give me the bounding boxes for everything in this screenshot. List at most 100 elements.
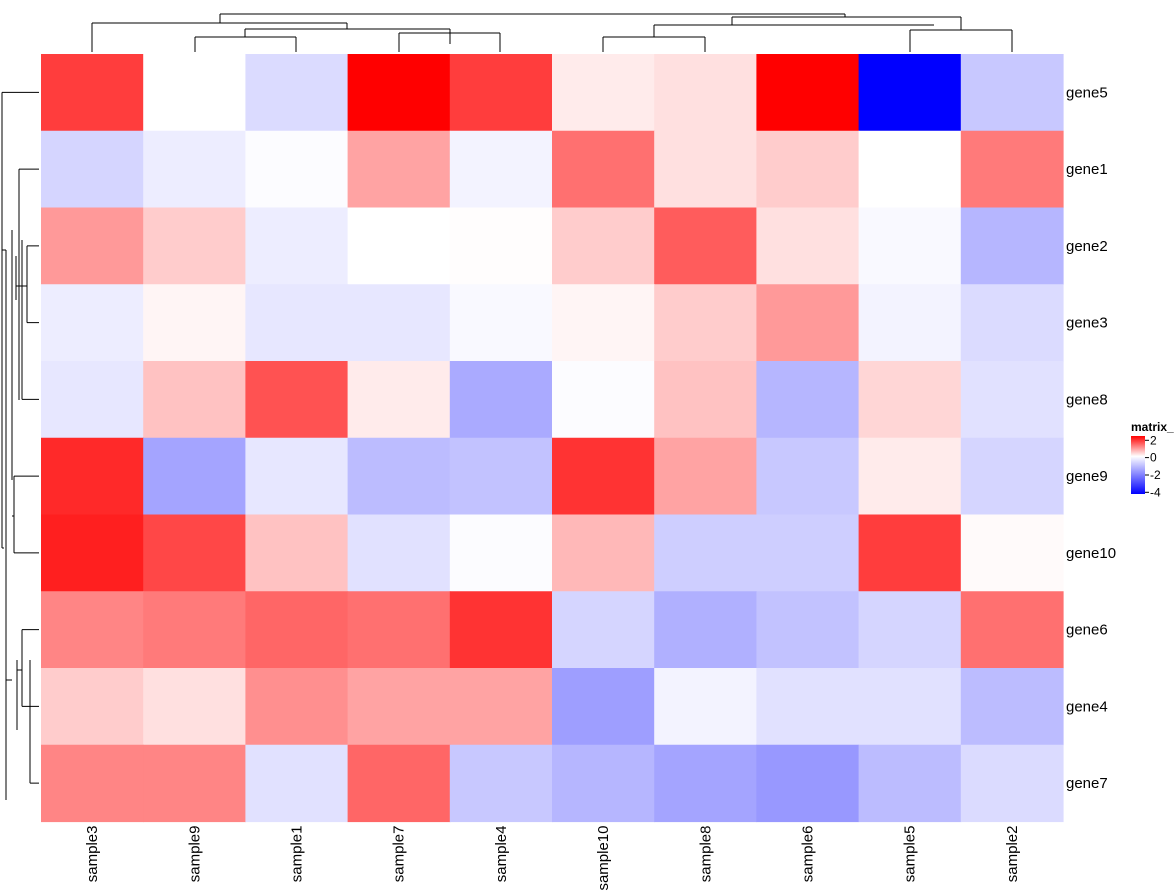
heatmap-cell — [41, 514, 144, 592]
heatmap-cell — [449, 744, 553, 823]
heatmap-cell — [449, 130, 553, 209]
heatmap-cell — [143, 744, 246, 823]
heatmap-cell — [245, 207, 349, 285]
heatmap-cell — [654, 744, 757, 823]
heatmap-cell — [654, 437, 757, 516]
heatmap-cell — [449, 437, 553, 516]
heatmap-cell — [654, 668, 757, 746]
column-label: sample7 — [391, 826, 408, 883]
row-label: gene6 — [1066, 622, 1108, 639]
heatmap-cell — [960, 591, 1064, 669]
heatmap-cell — [756, 54, 860, 132]
row-label: gene1 — [1066, 161, 1108, 178]
column-label: sample8 — [697, 826, 714, 883]
heatmap-cell — [143, 668, 246, 746]
heatmap-cell — [552, 591, 655, 669]
heatmap-cell — [347, 130, 451, 209]
heatmap-cell — [858, 437, 962, 516]
heatmap-cell — [449, 361, 553, 439]
heatmap-cell — [552, 744, 655, 823]
heatmap-cell — [552, 668, 655, 746]
row-dendrogram — [1, 91, 39, 800]
heatmap-cell — [858, 514, 962, 592]
heatmap-cell — [143, 130, 246, 209]
row-label: gene4 — [1066, 698, 1108, 715]
column-dendrogram — [91, 13, 1013, 52]
heatmap-cell — [858, 668, 962, 746]
column-label: sample2 — [1004, 826, 1021, 883]
heatmap-cell — [245, 591, 349, 669]
heatmap-cell — [654, 591, 757, 669]
heatmap-cell — [143, 437, 246, 516]
heatmap-cell — [756, 437, 860, 516]
heatmap-cell — [552, 361, 655, 439]
heatmap-cell — [347, 54, 451, 132]
row-labels: gene5 gene1 gene2 gene3 gene8 gene9 gene10 gene… — [1066, 84, 1116, 792]
heatmap-cell — [449, 668, 553, 746]
heatmap-cell — [347, 361, 451, 439]
heatmap-cell — [143, 207, 246, 285]
heatmap-cell — [756, 668, 860, 746]
heatmap-cell — [41, 207, 144, 285]
legend-tick-label: 0 — [1150, 451, 1157, 465]
heatmap-cell — [245, 437, 349, 516]
heatmap-cell — [41, 361, 144, 439]
column-label: sample1 — [289, 826, 306, 883]
heatmap-cell — [41, 54, 144, 132]
row-label: gene10 — [1066, 545, 1116, 562]
heatmap-cell — [552, 207, 655, 285]
heatmap-cell — [960, 437, 1064, 516]
row-label: gene2 — [1066, 238, 1108, 255]
heatmap-cell — [654, 130, 757, 209]
heatmap-cell — [245, 514, 349, 592]
row-label: gene7 — [1066, 775, 1108, 792]
heatmap-cell — [41, 591, 144, 669]
heatmap-cell — [245, 668, 349, 746]
heatmap-cell — [347, 284, 451, 362]
heatmap-cell — [858, 744, 962, 823]
column-label: sample10 — [595, 826, 612, 891]
heatmap-cell — [245, 744, 349, 823]
heatmap-cell — [858, 207, 962, 285]
heatmap-cell — [449, 207, 553, 285]
heatmap-cell — [654, 361, 757, 439]
heatmap-cells — [41, 54, 1064, 823]
heatmap-cell — [552, 54, 655, 132]
heatmap-cell — [143, 284, 246, 362]
heatmap-cell — [858, 54, 962, 132]
heatmap-cell — [756, 130, 860, 209]
heatmap-cell — [41, 744, 144, 823]
legend-title: matrix_ — [1131, 420, 1174, 434]
heatmap-cell — [756, 514, 860, 592]
heatmap-cell — [143, 361, 246, 439]
heatmap-cell — [756, 361, 860, 439]
color-legend: matrix_ 2 0 -2 -4 — [1131, 420, 1174, 499]
heatmap-cell — [756, 591, 860, 669]
heatmap-cell — [858, 591, 962, 669]
heatmap-cell — [449, 591, 553, 669]
heatmap-cell — [858, 130, 962, 209]
heatmap-cell — [143, 514, 246, 592]
heatmap-cell — [552, 514, 655, 592]
heatmap-cell — [960, 54, 1064, 132]
heatmap-cell — [143, 54, 246, 132]
heatmap-cell — [654, 54, 757, 132]
column-label: sample4 — [493, 826, 510, 883]
heatmap-cell — [245, 361, 349, 439]
heatmap-cell — [347, 744, 451, 823]
heatmap-cell — [654, 514, 757, 592]
heatmap-cell — [960, 207, 1064, 285]
heatmap-cell — [347, 591, 451, 669]
heatmap-cell — [347, 514, 451, 592]
column-label: sample6 — [800, 826, 817, 883]
heatmap-cell — [143, 591, 246, 669]
row-label: gene3 — [1066, 315, 1108, 332]
heatmap-cell — [245, 284, 349, 362]
heatmap-cell — [41, 437, 144, 516]
heatmap-cell — [858, 284, 962, 362]
heatmap-cell — [41, 130, 144, 209]
heatmap-cell — [449, 54, 553, 132]
heatmap-cell — [245, 130, 349, 209]
heatmap-cell — [960, 744, 1064, 823]
